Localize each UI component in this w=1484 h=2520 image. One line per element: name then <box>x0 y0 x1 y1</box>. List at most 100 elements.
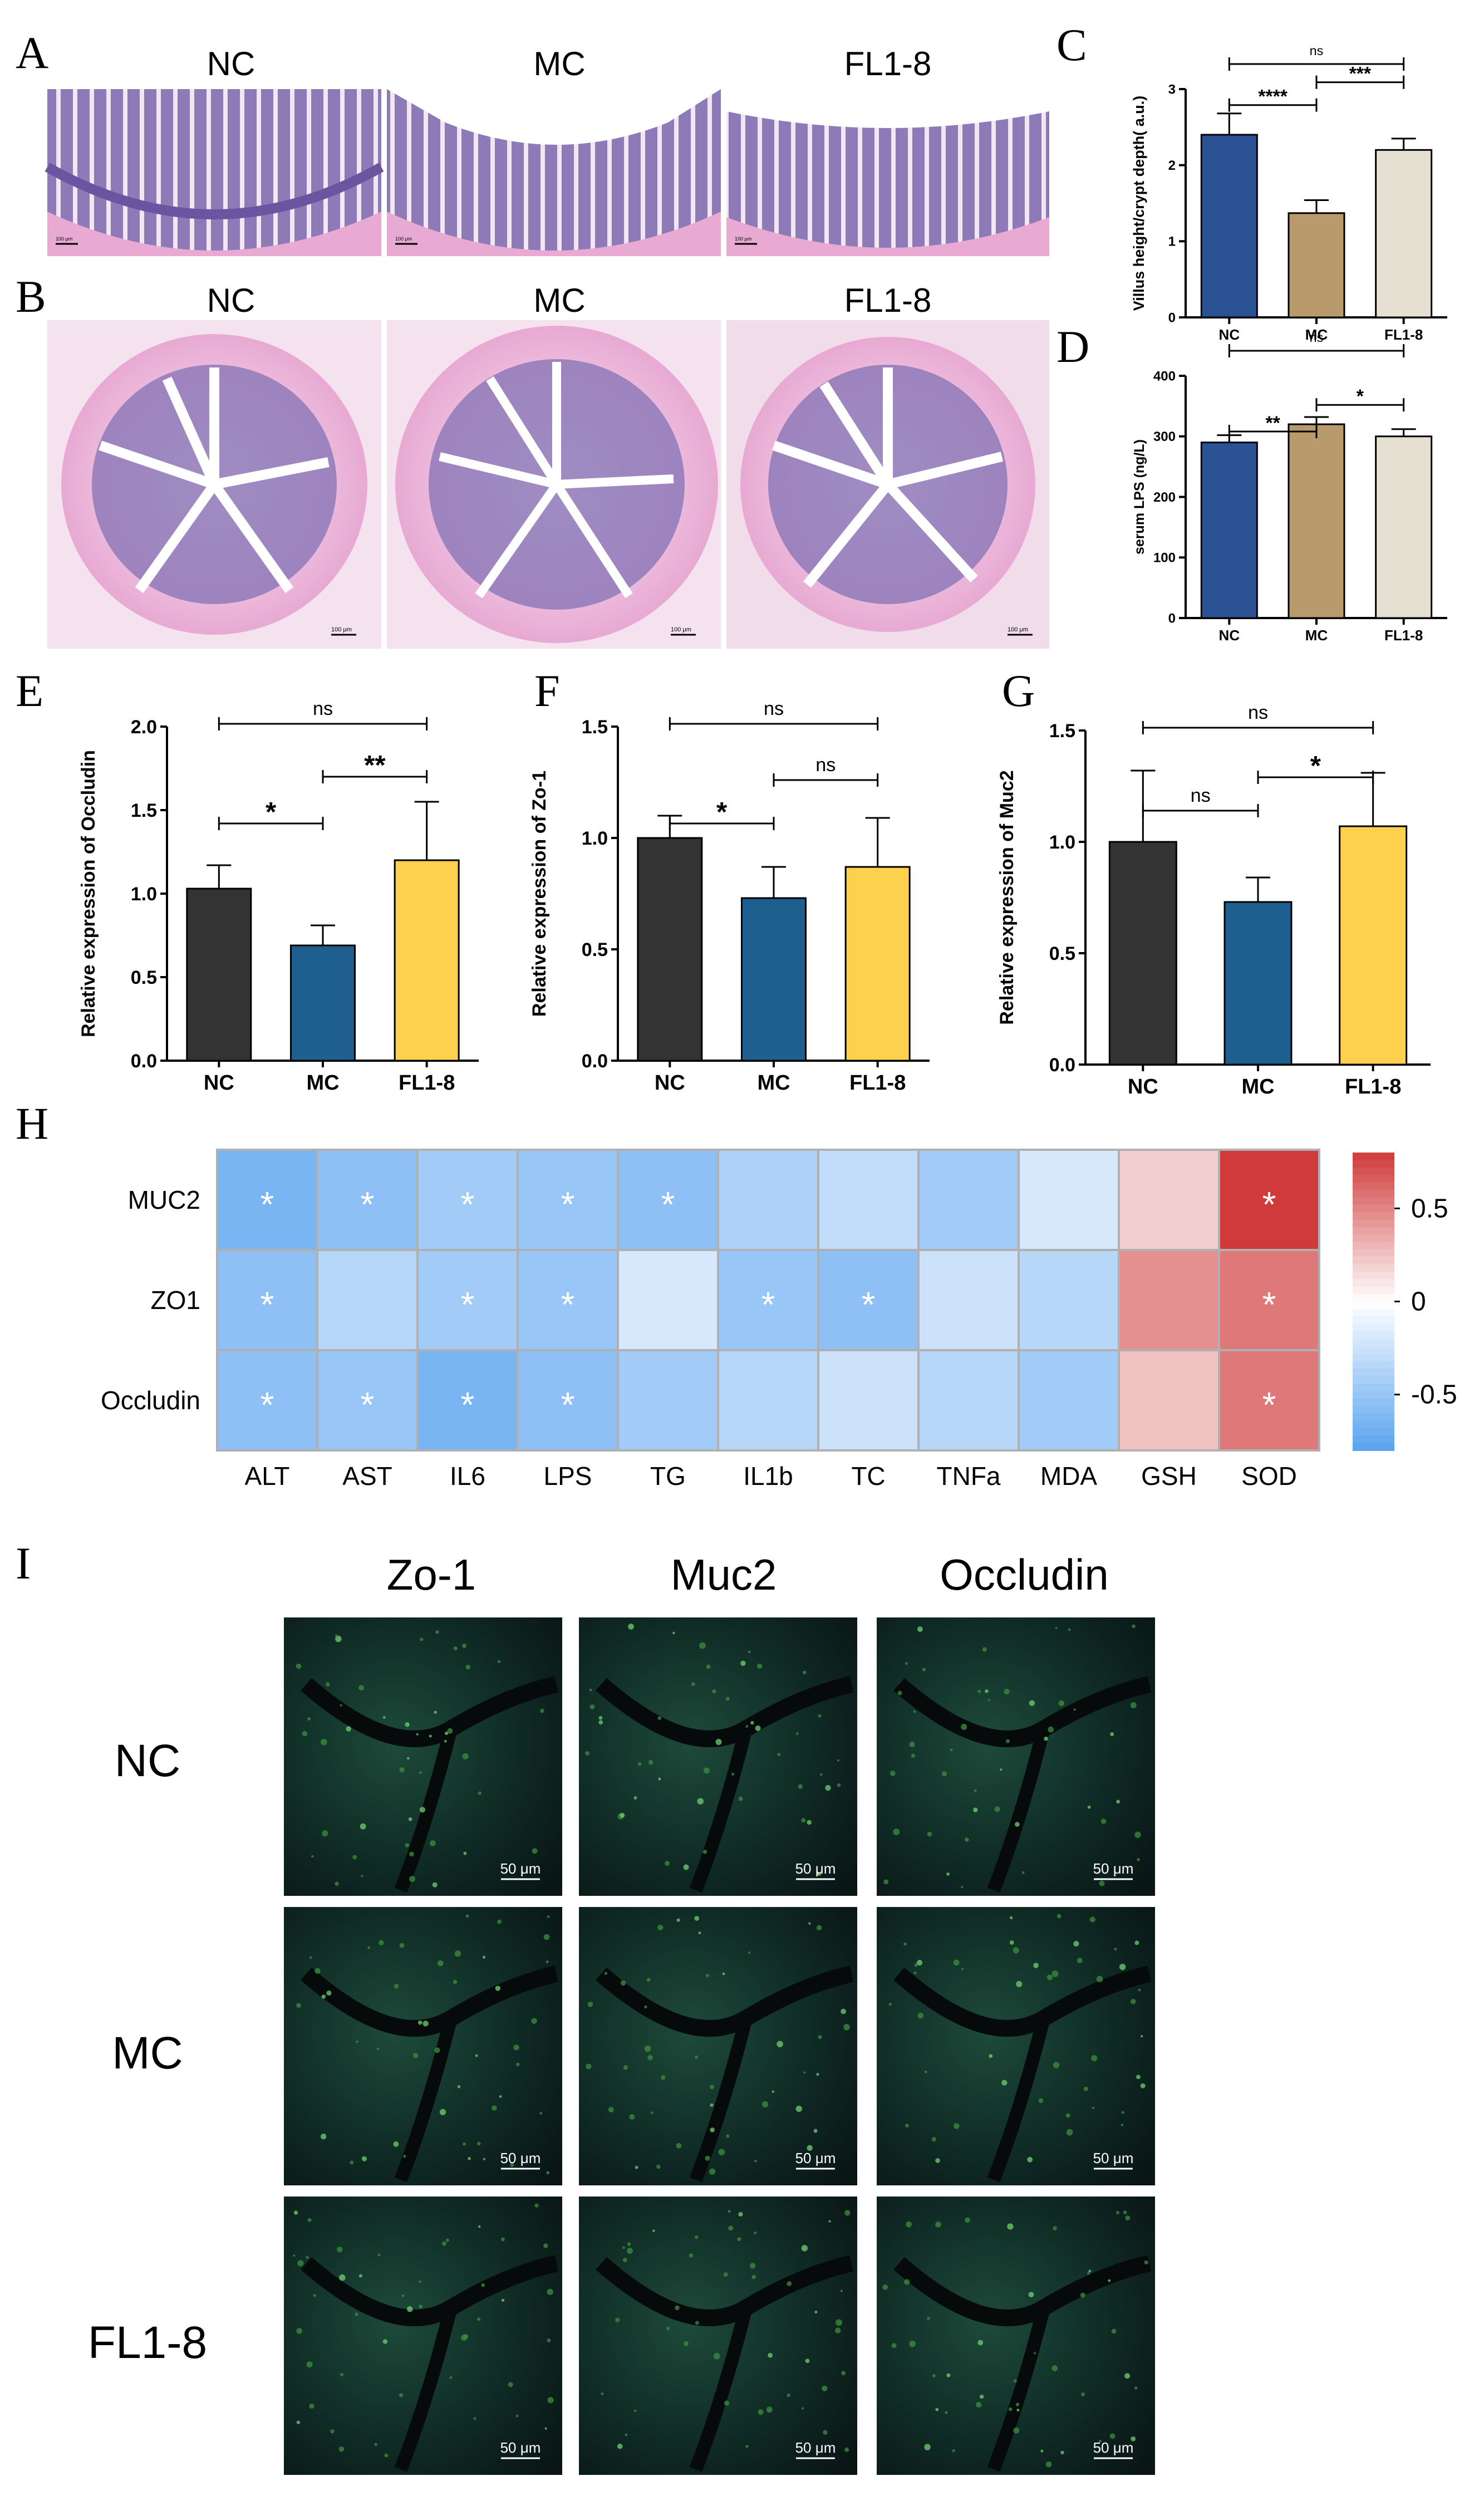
heatmap-cell <box>517 1149 619 1251</box>
colorbar-segment <box>1353 1428 1394 1437</box>
heatmap-col-label: IL6 <box>450 1462 485 1491</box>
if-signal-dot <box>293 2254 296 2257</box>
if-signal-dot <box>1123 2210 1127 2214</box>
if-signal-dot <box>307 1717 311 1721</box>
significance-label: * <box>716 797 728 827</box>
y-axis-label: serum LPS (ng/L) <box>1132 439 1147 555</box>
if-signal-dot <box>814 2311 818 2314</box>
if-signal-dot <box>931 2137 936 2142</box>
if-signal-dot <box>798 1784 803 1789</box>
if-signal-dot <box>979 2394 984 2399</box>
colorbar-segment <box>1353 1212 1394 1220</box>
scalebar-label: 100 μm <box>56 236 72 242</box>
if-signal-dot <box>483 2158 486 2161</box>
if-signal-dot <box>819 1773 823 1776</box>
if-signal-dot <box>950 1748 953 1752</box>
if-signal-dot <box>355 2312 358 2316</box>
if-signal-dot <box>379 1940 384 1945</box>
if-signal-dot <box>615 2317 620 2322</box>
colorbar-segment <box>1353 1368 1394 1377</box>
if-signal-dot <box>374 2443 378 2447</box>
heatmap-cell <box>1118 1249 1220 1351</box>
if-signal-dot <box>909 1742 915 1748</box>
y-tick-label: 2 <box>1168 158 1176 173</box>
if-signal-dot <box>309 1956 312 1959</box>
if-signal-dot <box>1132 1624 1136 1629</box>
if-signal-dot <box>1116 1800 1121 1804</box>
if-signal-dot <box>315 1968 321 1974</box>
if-image-background <box>579 2197 857 2475</box>
y-tick-label: 1.0 <box>582 828 608 849</box>
if-signal-dot <box>547 2397 554 2404</box>
if-signal-dot <box>1058 1700 1064 1707</box>
if-signal-dot <box>1121 2111 1124 2114</box>
if-signal-dot <box>476 2141 481 2146</box>
scalebar-label: 100 μm <box>331 626 352 633</box>
y-axis-label: Relative expression of Muc2 <box>996 770 1018 1024</box>
if-signal-dot <box>1013 2379 1017 2383</box>
if-signal-dot <box>447 1728 453 1734</box>
x-tick-label: NC <box>1128 1075 1158 1099</box>
panel-letter-a: A <box>16 27 48 78</box>
if-signal-dot <box>705 2155 710 2161</box>
if-signal-dot <box>684 2341 689 2346</box>
if-signal-dot <box>1053 2062 1060 2068</box>
if-image-tile: 50 μm <box>579 1907 857 2185</box>
if-signal-dot <box>356 2040 358 2043</box>
if-signal-dot <box>787 2281 792 2286</box>
if-signal-dot <box>544 2427 547 2430</box>
if-signal-dot <box>358 1685 365 1691</box>
if-signal-dot <box>320 2133 327 2140</box>
if-signal-dot <box>816 1925 822 1930</box>
if-signal-dot <box>1073 1708 1076 1711</box>
if-signal-dot <box>694 1916 700 1921</box>
heatmap-col-label: IL1b <box>743 1462 793 1491</box>
if-signal-dot <box>917 1626 923 1632</box>
if-signal-dot <box>768 2352 773 2358</box>
if-signal-dot <box>976 2401 982 2408</box>
if-signal-dot <box>703 1767 710 1774</box>
significance-label: ** <box>1266 413 1281 434</box>
if-signal-dot <box>1029 1700 1035 1707</box>
if-signal-dot <box>444 1739 447 1743</box>
if-signal-dot <box>340 1704 342 1707</box>
significance-label: * <box>266 797 277 827</box>
if-signal-dot <box>543 2243 548 2248</box>
if-signal-dot <box>750 1720 754 1725</box>
heatmap-cell <box>617 1349 719 1452</box>
if-signal-dot <box>1073 1940 1079 1947</box>
heatmap-cell <box>216 1249 318 1351</box>
if-signal-dot <box>453 1979 458 1984</box>
if-signal-dot <box>945 2411 948 2414</box>
bar <box>394 859 460 1062</box>
heatmap-cell <box>917 1249 1020 1351</box>
if-signal-dot <box>497 1919 502 1924</box>
if-scalebar-label: 50 μm <box>795 2150 836 2166</box>
if-signal-dot <box>818 1714 822 1718</box>
bar <box>1375 435 1433 619</box>
if-signal-dot <box>841 2008 846 2014</box>
heatmap-cell <box>416 1349 519 1452</box>
if-signal-dot <box>891 2343 897 2349</box>
if-signal-dot <box>706 1664 711 1669</box>
colorbar-segment <box>1353 1398 1394 1406</box>
heatmap-star: * <box>561 1184 575 1224</box>
x-tick-label: MC <box>1241 1075 1274 1099</box>
panel-letter-g: G <box>1002 665 1035 716</box>
if-signal-dot <box>905 2124 909 2127</box>
heatmap-star: * <box>561 1284 575 1325</box>
if-signal-dot <box>837 1759 840 1762</box>
if-signal-dot <box>913 1972 917 1975</box>
if-signal-dot <box>419 2305 423 2308</box>
heatmap-cell <box>917 1349 1020 1452</box>
if-signal-dot <box>1057 1914 1062 1919</box>
if-signal-dot <box>989 2054 993 2058</box>
if-signal-dot <box>977 1689 981 1693</box>
if-signal-dot <box>585 1751 589 1756</box>
if-signal-dot <box>622 2246 625 2249</box>
y-tick-label: 0.0 <box>1049 1055 1075 1076</box>
if-signal-dot <box>1125 2215 1131 2220</box>
if-signal-dot <box>1065 2113 1070 2118</box>
colorbar-tick-label: 0 <box>1411 1287 1426 1317</box>
